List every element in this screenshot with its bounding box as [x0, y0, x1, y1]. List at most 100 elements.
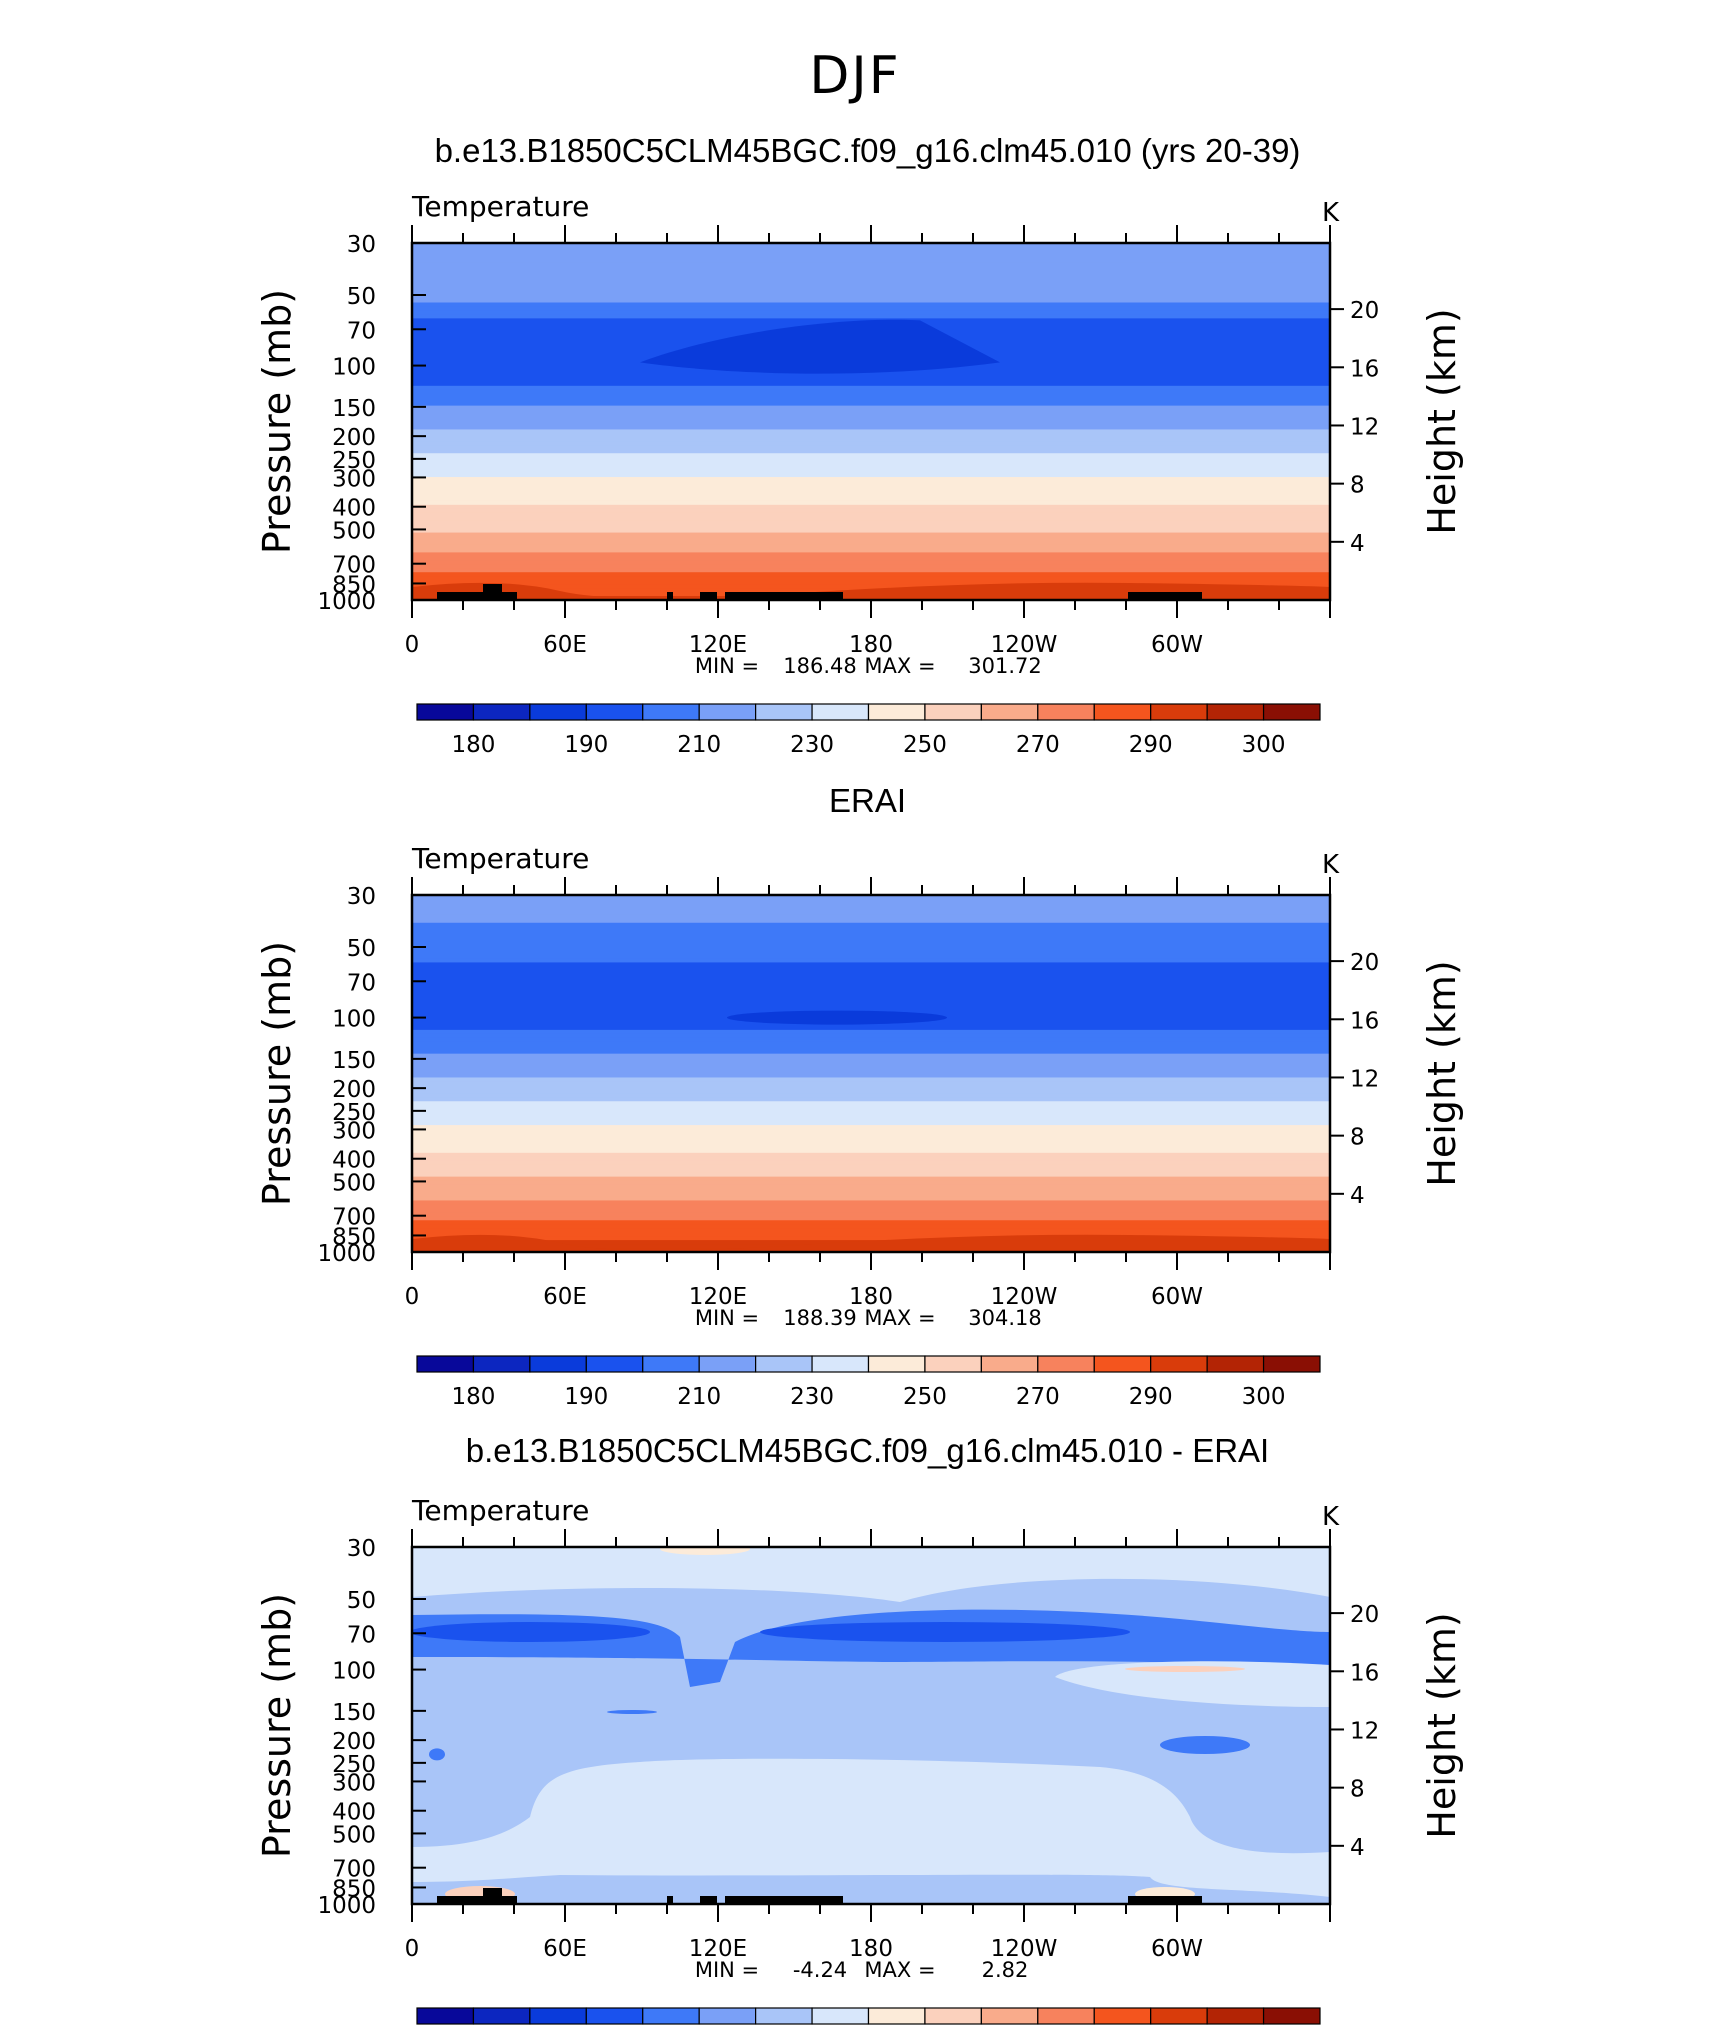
cold-region	[640, 319, 1000, 374]
pressure-tick-label: 850	[332, 1876, 376, 1902]
pressure-tick-label: 1000	[317, 1893, 376, 1919]
colorbar-label: 230	[790, 1384, 834, 1410]
min-value: 186.48	[783, 654, 856, 678]
temperature-band	[412, 1188, 1330, 1194]
colorbar-swatch	[1262, 2007, 1321, 2025]
colorbar-swatch	[416, 2007, 475, 2025]
temperature-band	[412, 1228, 1330, 1233]
temperature-band	[412, 1164, 1330, 1170]
colorbar-swatch	[980, 2007, 1039, 2025]
temperature-band	[412, 572, 1330, 577]
temperature-band	[412, 314, 1330, 319]
temperature-band	[412, 250, 1330, 256]
min-label: MIN =	[695, 654, 759, 678]
colorbar-swatch	[1150, 1355, 1208, 1373]
anomaly-patch	[607, 1710, 657, 1714]
colorbar-swatch	[529, 1355, 587, 1373]
colorbar-label: 7	[1200, 2036, 1215, 2038]
temperature-band	[412, 1077, 1330, 1083]
temperature-band	[412, 449, 1330, 454]
pressure-tick-label: 150	[332, 1700, 376, 1726]
pressure-tick-label: 500	[332, 518, 376, 544]
colorbar-swatch	[811, 2007, 870, 2025]
pressure-tick-label: 300	[332, 466, 376, 492]
colorbar-swatch	[1093, 1355, 1152, 1373]
pressure-tick-label: 100	[332, 1659, 376, 1685]
temperature-band	[412, 1117, 1330, 1122]
longitude-tick-label: 120E	[689, 1284, 747, 1310]
colorbar-swatch	[867, 703, 926, 721]
pressure-tick-label: 30	[347, 232, 376, 258]
max-value: 301.72	[968, 654, 1041, 678]
temperature-band	[412, 461, 1330, 466]
pressure-tick-label: 100	[332, 355, 376, 381]
temperature-band	[412, 918, 1330, 924]
temperature-band	[412, 393, 1330, 399]
temperature-band	[412, 421, 1330, 427]
max-value: 2.82	[982, 1958, 1029, 1982]
colorbar-label: 2	[974, 2036, 989, 2038]
panel-3-field	[412, 1547, 1330, 1904]
colorbar-label: −5	[569, 2036, 603, 2038]
topography-block	[437, 592, 517, 600]
height-tick-label: 4	[1350, 1183, 1365, 1209]
colorbar-label: 210	[677, 1384, 721, 1410]
pressure-tick-label: 250	[332, 1752, 376, 1778]
temperature-band	[412, 278, 1330, 284]
colorbar-swatch	[472, 2007, 531, 2025]
colorbar-label: 190	[564, 732, 608, 758]
temperature-band	[412, 1172, 1330, 1178]
temperature-band	[412, 246, 1330, 252]
height-axis-title: Height (km)	[1420, 1612, 1464, 1838]
colorbar-label: 180	[451, 732, 495, 758]
temperature-band	[412, 1093, 1330, 1098]
temperature-band	[412, 1006, 1330, 1011]
colorbar-swatch	[1150, 2007, 1208, 2025]
topography-block	[483, 584, 502, 600]
temperature-band	[412, 584, 1330, 589]
longitude-tick-label: 120W	[991, 1936, 1058, 1962]
pressure-tick-label: 70	[347, 1622, 376, 1648]
page-title: DJF	[809, 46, 901, 106]
surface-warm-band	[412, 582, 1330, 600]
colorbar-label: 250	[903, 1384, 947, 1410]
temperature-band	[412, 286, 1330, 292]
height-tick-label: 20	[1350, 298, 1379, 324]
temperature-band	[412, 258, 1330, 264]
temperature-band	[412, 496, 1330, 502]
colorbar-swatch	[811, 1355, 870, 1373]
min-value: 188.39	[783, 1306, 856, 1330]
temperature-band	[412, 377, 1330, 383]
temperature-band	[412, 1045, 1330, 1051]
contour-bands	[412, 895, 1330, 1252]
anomaly-region	[412, 1758, 1330, 1897]
variable-label: Temperature	[411, 1494, 589, 1527]
longitude-tick-label: 120E	[689, 1936, 747, 1962]
temperature-band	[412, 298, 1330, 304]
temperature-band	[412, 528, 1330, 534]
colorbar-swatch	[698, 1355, 757, 1373]
colorbar-swatch	[416, 1355, 475, 1373]
temperature-band	[412, 1192, 1330, 1198]
temperature-band	[412, 381, 1330, 387]
panel-3-colorbar: −9 −7 −5 −4 −3 −2 −1 0 1 2 3 4 5 7 9	[416, 2007, 1321, 2038]
temperature-band	[412, 409, 1330, 415]
temperature-band	[412, 437, 1330, 442]
colorbar-swatch	[1037, 703, 1095, 721]
colorbar-label: 270	[1016, 732, 1060, 758]
temperature-band	[412, 922, 1330, 928]
temperature-band	[412, 548, 1330, 553]
temperature-band	[412, 306, 1330, 312]
panel-2-colorbar: 180 190 210 230 250 270 290 300	[416, 1355, 1321, 1410]
height-tick-label: 8	[1350, 473, 1365, 499]
longitude-tick-label: 180	[849, 1936, 893, 1962]
temperature-band	[412, 950, 1330, 956]
anomaly-warm	[1125, 1666, 1245, 1672]
pressure-axis-title: Pressure (mb)	[255, 289, 299, 554]
topography-block	[667, 592, 673, 600]
temperature-band	[412, 1140, 1330, 1146]
temperature-band	[412, 564, 1330, 569]
topography-block	[1128, 592, 1202, 600]
pressure-tick-label: 200	[332, 1077, 376, 1103]
pressure-tick-label: 150	[332, 1048, 376, 1074]
